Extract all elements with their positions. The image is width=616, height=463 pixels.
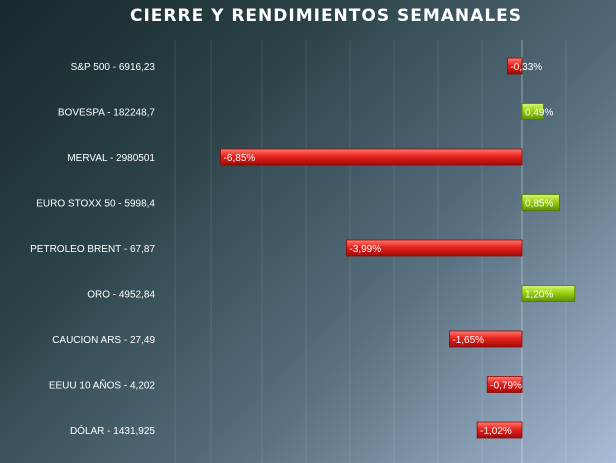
category-label-7: EEUU 10 AÑOS - 4,202 <box>49 379 156 392</box>
bar-4 <box>346 239 523 257</box>
category-label-8: DÓLAR - 1431,925 <box>70 424 155 437</box>
value-label-8: -1,02% <box>480 426 512 437</box>
bar-5 <box>521 285 576 302</box>
bars <box>220 57 576 439</box>
bar-7 <box>486 376 523 393</box>
category-labels: S&P 500 - 6916,23 BOVESPA - 182248,7 MERVA… <box>30 62 155 437</box>
bar-8 <box>476 421 523 439</box>
chart-title: CIERRE Y RENDIMIENTOS SEMANALES <box>129 6 523 26</box>
value-label-5: 1,20% <box>525 290 553 301</box>
category-label-1: BOVESPA - 182248,7 <box>58 108 156 119</box>
category-label-6: CAUCION ARS - 27,49 <box>52 335 155 346</box>
bar-2 <box>220 148 523 166</box>
bar-1 <box>521 103 544 120</box>
value-label-1: 0,49% <box>525 108 553 119</box>
bar-3 <box>521 194 560 211</box>
category-label-2: MERVAL - 2980501 <box>67 153 155 164</box>
bar-0 <box>507 57 523 75</box>
category-label-5: ORO - 4952,84 <box>87 290 155 301</box>
value-label-7: -0,79% <box>490 381 522 392</box>
category-label-3: EURO STOXX 50 - 5998,4 <box>36 199 155 210</box>
value-label-6: -1,65% <box>452 335 484 346</box>
category-label-0: S&P 500 - 6916,23 <box>71 62 156 73</box>
value-labels: -0,33% 0,49% -6,85% 0,85% -3,99% 1,20% -1,65% -… <box>224 62 554 437</box>
category-label-4: PETROLEO BRENT - 67,87 <box>30 244 155 255</box>
value-label-3: 0,85% <box>525 199 553 210</box>
bar-6 <box>448 330 523 348</box>
value-label-4: -3,99% <box>349 244 381 255</box>
value-label-0: -0,33% <box>510 62 542 73</box>
value-label-2: -6,85% <box>224 153 256 164</box>
